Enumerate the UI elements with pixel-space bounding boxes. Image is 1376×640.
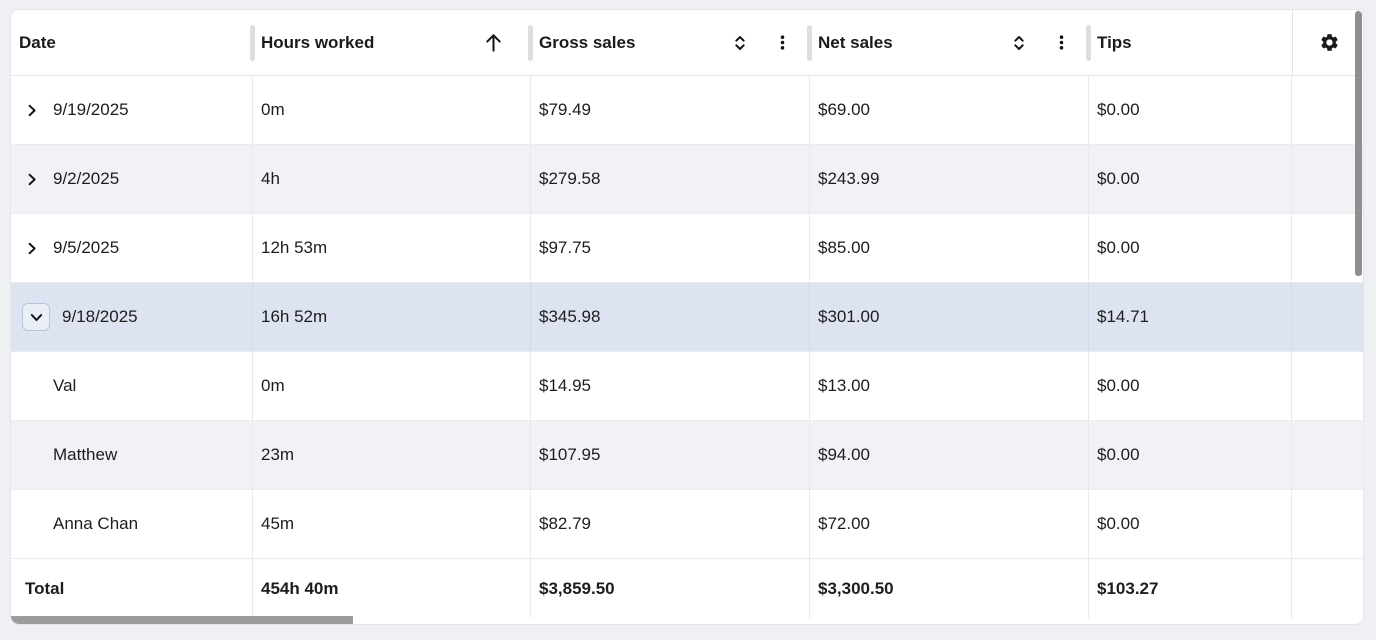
column-resize-handle[interactable]: [1086, 25, 1091, 61]
gear-icon[interactable]: [1319, 32, 1340, 53]
table-row-employee: Val 0m $14.95 $13.00 $0.00: [11, 352, 1363, 421]
tips-cell: $0.00: [1089, 421, 1292, 489]
gross-cell: $14.95: [531, 352, 810, 420]
total-actions-cell: [1292, 559, 1363, 618]
row-actions-cell: [1292, 214, 1363, 282]
gross-cell: $97.75: [531, 214, 810, 282]
table-row-group: 9/19/2025 0m $79.49 $69.00 $0.00: [11, 76, 1363, 145]
tips-cell: $0.00: [1089, 214, 1292, 282]
column-header-tips[interactable]: Tips: [1089, 10, 1292, 75]
vertical-scrollbar-thumb[interactable]: [1355, 11, 1362, 276]
collapse-row-button[interactable]: [22, 303, 50, 331]
row-label: Anna Chan: [53, 514, 139, 533]
column-header-date[interactable]: Date: [11, 10, 253, 75]
column-label: Net sales: [818, 32, 893, 52]
column-label: Tips: [1097, 32, 1132, 52]
date-cell: 9/5/2025: [11, 214, 253, 282]
tips-cell: $0.00: [1089, 145, 1292, 213]
column-header-net[interactable]: Net sales: [810, 10, 1089, 75]
total-label-cell: Total: [11, 559, 253, 618]
expand-row-button[interactable]: [24, 103, 39, 118]
gross-cell: $107.95: [531, 421, 810, 489]
row-actions-cell: [1292, 421, 1363, 489]
total-net-cell: $3,300.50: [810, 559, 1089, 618]
row-label: Val: [53, 376, 77, 395]
row-label: 9/2/2025: [53, 169, 120, 188]
total-gross-cell: $3,859.50: [531, 559, 810, 618]
row-label: Matthew: [53, 445, 118, 464]
total-tips-cell: $103.27: [1089, 559, 1292, 618]
table-row-employee: Matthew 23m $107.95 $94.00 $0.00: [11, 421, 1363, 490]
employee-name-cell: Anna Chan: [11, 490, 253, 558]
horizontal-scrollbar-track: [11, 616, 1363, 624]
table-total-row: Total 454h 40m $3,859.50 $3,300.50 $103.27: [11, 559, 1363, 618]
expand-row-button[interactable]: [24, 241, 39, 256]
column-label: Date: [19, 32, 56, 52]
table-row-group: 9/2/2025 4h $279.58 $243.99 $0.00: [11, 145, 1363, 214]
expand-row-button[interactable]: [24, 172, 39, 187]
employee-name-cell: Matthew: [11, 421, 253, 489]
row-actions-cell: [1292, 352, 1363, 420]
table-row-group: 9/5/2025 12h 53m $97.75 $85.00 $0.00: [11, 214, 1363, 283]
column-resize-handle[interactable]: [807, 25, 812, 61]
summary-table: Date Hours worked Gross sales Net sales Tips…: [10, 9, 1364, 625]
hours-cell: 12h 53m: [253, 214, 531, 282]
column-header-gross[interactable]: Gross sales: [531, 10, 810, 75]
table-settings-button[interactable]: [1292, 10, 1363, 75]
gross-cell: $79.49: [531, 76, 810, 144]
row-label: 9/18/2025: [62, 307, 138, 326]
tips-cell: $0.00: [1089, 490, 1292, 558]
column-resize-handle[interactable]: [250, 25, 255, 61]
horizontal-scrollbar-thumb[interactable]: [11, 616, 353, 624]
tips-cell: $0.00: [1089, 76, 1292, 144]
table-row-employee: Anna Chan 45m $82.79 $72.00 $0.00: [11, 490, 1363, 559]
net-cell: $94.00: [810, 421, 1089, 489]
net-cell: $13.00: [810, 352, 1089, 420]
row-actions-cell: [1292, 76, 1363, 144]
hours-cell: 23m: [253, 421, 531, 489]
hours-cell: 4h: [253, 145, 531, 213]
column-resize-handle[interactable]: [528, 25, 533, 61]
row-actions-cell: [1292, 490, 1363, 558]
hours-cell: 0m: [253, 352, 531, 420]
sort-updown-icon[interactable]: [732, 35, 748, 51]
table-header: Date Hours worked Gross sales Net sales Tips: [11, 10, 1363, 76]
tips-cell: $14.71: [1089, 283, 1292, 351]
net-cell: $69.00: [810, 76, 1089, 144]
employee-name-cell: Val: [11, 352, 253, 420]
kebab-menu-icon[interactable]: [1053, 34, 1070, 51]
net-cell: $301.00: [810, 283, 1089, 351]
row-actions-cell: [1292, 283, 1363, 351]
hours-cell: 16h 52m: [253, 283, 531, 351]
kebab-menu-icon[interactable]: [774, 34, 791, 51]
date-cell: 9/19/2025: [11, 76, 253, 144]
net-cell: $85.00: [810, 214, 1089, 282]
row-label: 9/5/2025: [53, 238, 120, 257]
table-row-group: 9/18/2025 16h 52m $345.98 $301.00 $14.71: [11, 283, 1363, 352]
gross-cell: $82.79: [531, 490, 810, 558]
gross-cell: $279.58: [531, 145, 810, 213]
gross-cell: $345.98: [531, 283, 810, 351]
row-label: 9/19/2025: [53, 100, 129, 119]
arrow-up-icon[interactable]: [482, 31, 505, 54]
sort-updown-icon[interactable]: [1011, 35, 1027, 51]
date-cell: 9/18/2025: [11, 283, 253, 351]
column-label: Hours worked: [261, 32, 375, 52]
hours-cell: 45m: [253, 490, 531, 558]
net-cell: $72.00: [810, 490, 1089, 558]
total-hours-cell: 454h 40m: [253, 559, 531, 618]
column-header-hours[interactable]: Hours worked: [253, 10, 531, 75]
column-label: Gross sales: [539, 32, 636, 52]
hours-cell: 0m: [253, 76, 531, 144]
date-cell: 9/2/2025: [11, 145, 253, 213]
row-actions-cell: [1292, 145, 1363, 213]
tips-cell: $0.00: [1089, 352, 1292, 420]
net-cell: $243.99: [810, 145, 1089, 213]
